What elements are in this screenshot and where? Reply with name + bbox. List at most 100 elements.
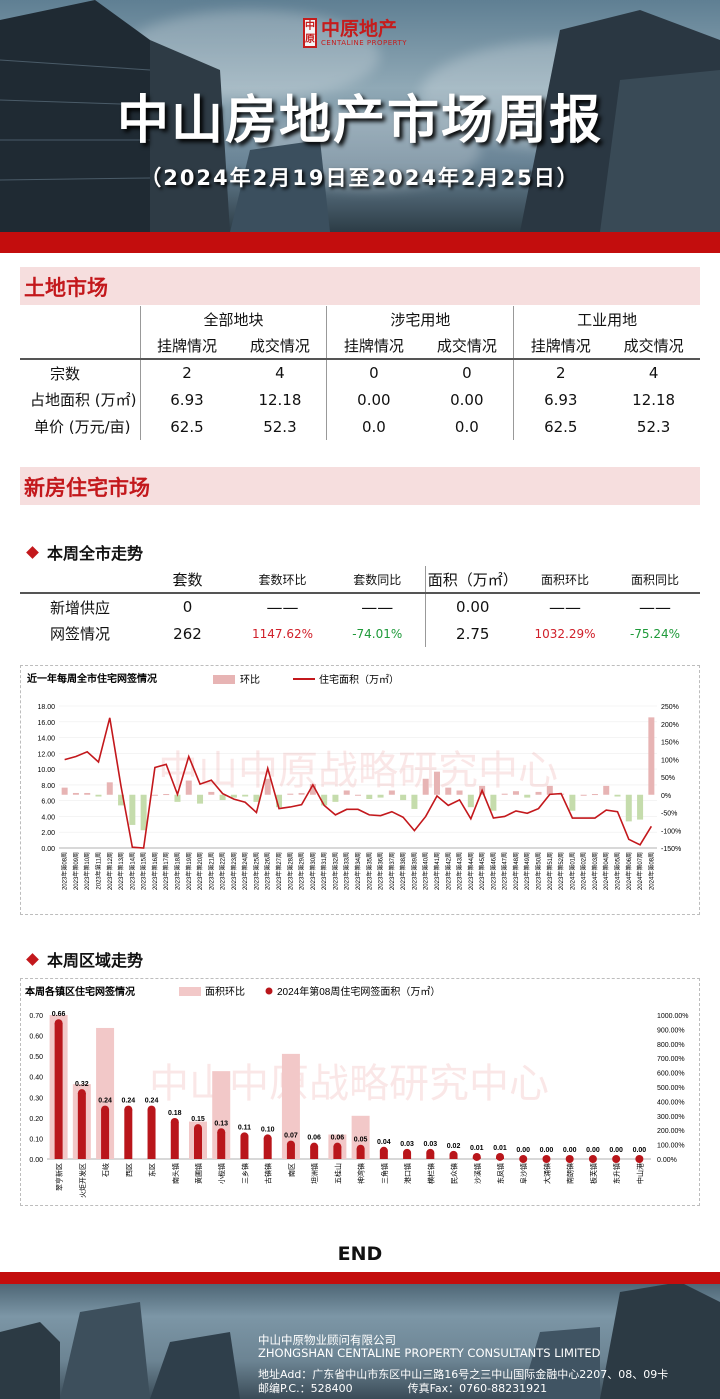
wow-bar	[212, 1071, 231, 1159]
page-subtitle: （2024年2月19日至2024年2月25日）	[140, 166, 580, 190]
x-tick-label: 2023年第40周	[422, 852, 430, 890]
wow-bar	[118, 794, 125, 806]
x-tick-label: 火炬开发区	[78, 1163, 87, 1198]
citywide-cell: 0.00	[424, 593, 520, 620]
y-left-tick: 0.60	[29, 1034, 43, 1041]
y-left-tick: 0.00	[29, 1157, 43, 1164]
area-point	[472, 1152, 481, 1161]
area-line	[64, 717, 653, 849]
data-label: 0.01	[470, 1145, 484, 1152]
footer-banner	[0, 1272, 720, 1399]
area-bar	[356, 1148, 365, 1159]
y-left-tick: 0.00	[41, 846, 55, 853]
x-tick-label: 2023年第48周	[512, 852, 520, 890]
y-left-tick: 0.50	[29, 1054, 43, 1061]
citywide-table: 套数 套数环比 套数同比 面积（万㎡） 面积环比 面积同比 新增供应 0 —— …	[20, 566, 700, 647]
x-tick-label: 翠亨新区	[55, 1163, 64, 1191]
chart-title: 本周各镇区住宅网签情况	[25, 985, 135, 998]
skyscraper-illustration	[0, 0, 720, 232]
legend-swatch-area	[265, 987, 273, 995]
y-right-tick: 600.00%	[657, 1071, 685, 1078]
land-cell: 62.5	[139, 413, 234, 440]
wow-bar	[332, 794, 339, 802]
wow-bar	[637, 794, 644, 820]
wow-bar	[524, 794, 531, 798]
land-cell: 0.00	[450, 390, 484, 409]
x-tick-label: 横栏镇	[426, 1163, 435, 1184]
x-tick-label: 小榄镇	[217, 1163, 226, 1184]
header-divider	[0, 232, 720, 253]
land-cell: 0.0	[326, 413, 421, 440]
area-point	[519, 1155, 528, 1163]
wow-bar	[366, 794, 373, 800]
wow-bar	[433, 771, 440, 795]
x-tick-label: 2023年第43周	[456, 852, 464, 890]
wow-bar	[174, 794, 181, 802]
legend-label: 面积环比	[205, 986, 245, 998]
x-tick-label: 南朗镇	[566, 1163, 575, 1184]
area-bar	[217, 1132, 226, 1159]
y-left-tick: 6.00	[41, 799, 55, 806]
y-right-tick: -50%	[661, 811, 677, 818]
chart-title: 近一年每周全市住宅网签情况	[27, 672, 157, 685]
company-name-cn: 中山中原物业顾问有限公司	[258, 1333, 396, 1347]
data-label: 0.24	[98, 1098, 112, 1105]
y-right-tick: 150%	[661, 740, 679, 747]
x-tick-label: 2023年第22周	[219, 852, 227, 890]
data-label: 0.24	[145, 1098, 159, 1105]
legend-label: 住宅面积（万㎡）	[319, 673, 399, 686]
area-bar	[77, 1093, 86, 1159]
area-bar	[333, 1146, 342, 1159]
data-label: 0.04	[377, 1139, 391, 1146]
wow-bar	[163, 794, 170, 796]
citywide-col: 面积（万㎡）	[424, 566, 520, 593]
wow-bar	[276, 794, 283, 808]
x-tick-label: 2023年第26周	[264, 852, 272, 890]
data-label: 0.00	[633, 1147, 647, 1154]
wow-bar	[287, 793, 294, 795]
x-tick-label: 2023年第50周	[535, 852, 543, 890]
area-point	[542, 1155, 551, 1163]
citywide-cell: 2.75	[424, 620, 520, 647]
wow-bar	[72, 792, 79, 795]
x-tick-label: 民众镇	[450, 1163, 459, 1184]
area-bar	[54, 1023, 63, 1159]
weekly-chart: 近一年每周全市住宅网签情况 环比 住宅面积（万㎡） 0.00 2.00 4.00 6.00 8…	[27, 672, 681, 890]
wow-bar	[321, 794, 328, 806]
land-cell: 4	[648, 364, 659, 382]
data-label: 0.03	[400, 1141, 414, 1148]
page-title: 中山房地产市场周报	[116, 90, 603, 151]
wow-bar	[197, 794, 204, 804]
citywide-col: 面积环比	[540, 572, 589, 587]
wow-bar	[343, 790, 350, 795]
area-point	[612, 1155, 621, 1163]
y-left-tick: 14.00	[37, 736, 55, 743]
x-tick-label: 2023年第09周	[72, 852, 80, 890]
citywide-cell: 1032.29%	[534, 626, 596, 641]
legend-swatch-wow	[179, 987, 201, 996]
x-tick-label: 2023年第32周	[331, 852, 339, 890]
data-label: 0.00	[563, 1147, 577, 1154]
x-tick-label: 三乡镇	[240, 1163, 249, 1184]
data-label: 0.15	[191, 1116, 205, 1123]
wow-bar	[569, 794, 576, 811]
area-point	[356, 1144, 365, 1153]
data-label: 0.10	[261, 1126, 275, 1133]
data-label: 0.01	[493, 1145, 507, 1152]
wow-bar	[490, 794, 497, 811]
citywide-cell: ——	[549, 597, 581, 617]
section-land-heading: 土地市场	[20, 267, 700, 305]
area-point	[449, 1150, 458, 1159]
data-label: 0.07	[284, 1133, 298, 1140]
wow-bar	[377, 794, 384, 798]
land-group-residential: 涉宅用地	[326, 306, 514, 332]
land-subcol: 挂牌情况	[326, 332, 421, 360]
land-row-label: 单价 (万元/亩)	[34, 418, 131, 436]
data-label: 0.00	[516, 1147, 530, 1154]
land-subcol: 挂牌情况	[139, 332, 234, 360]
data-label: 0.06	[307, 1135, 321, 1142]
x-tick-label: 沙溪镇	[473, 1163, 482, 1184]
y-right-tick: 200.00%	[657, 1128, 685, 1135]
x-tick-label: 2024年第01周	[568, 852, 576, 890]
land-group-industrial: 工业用地	[513, 306, 700, 332]
